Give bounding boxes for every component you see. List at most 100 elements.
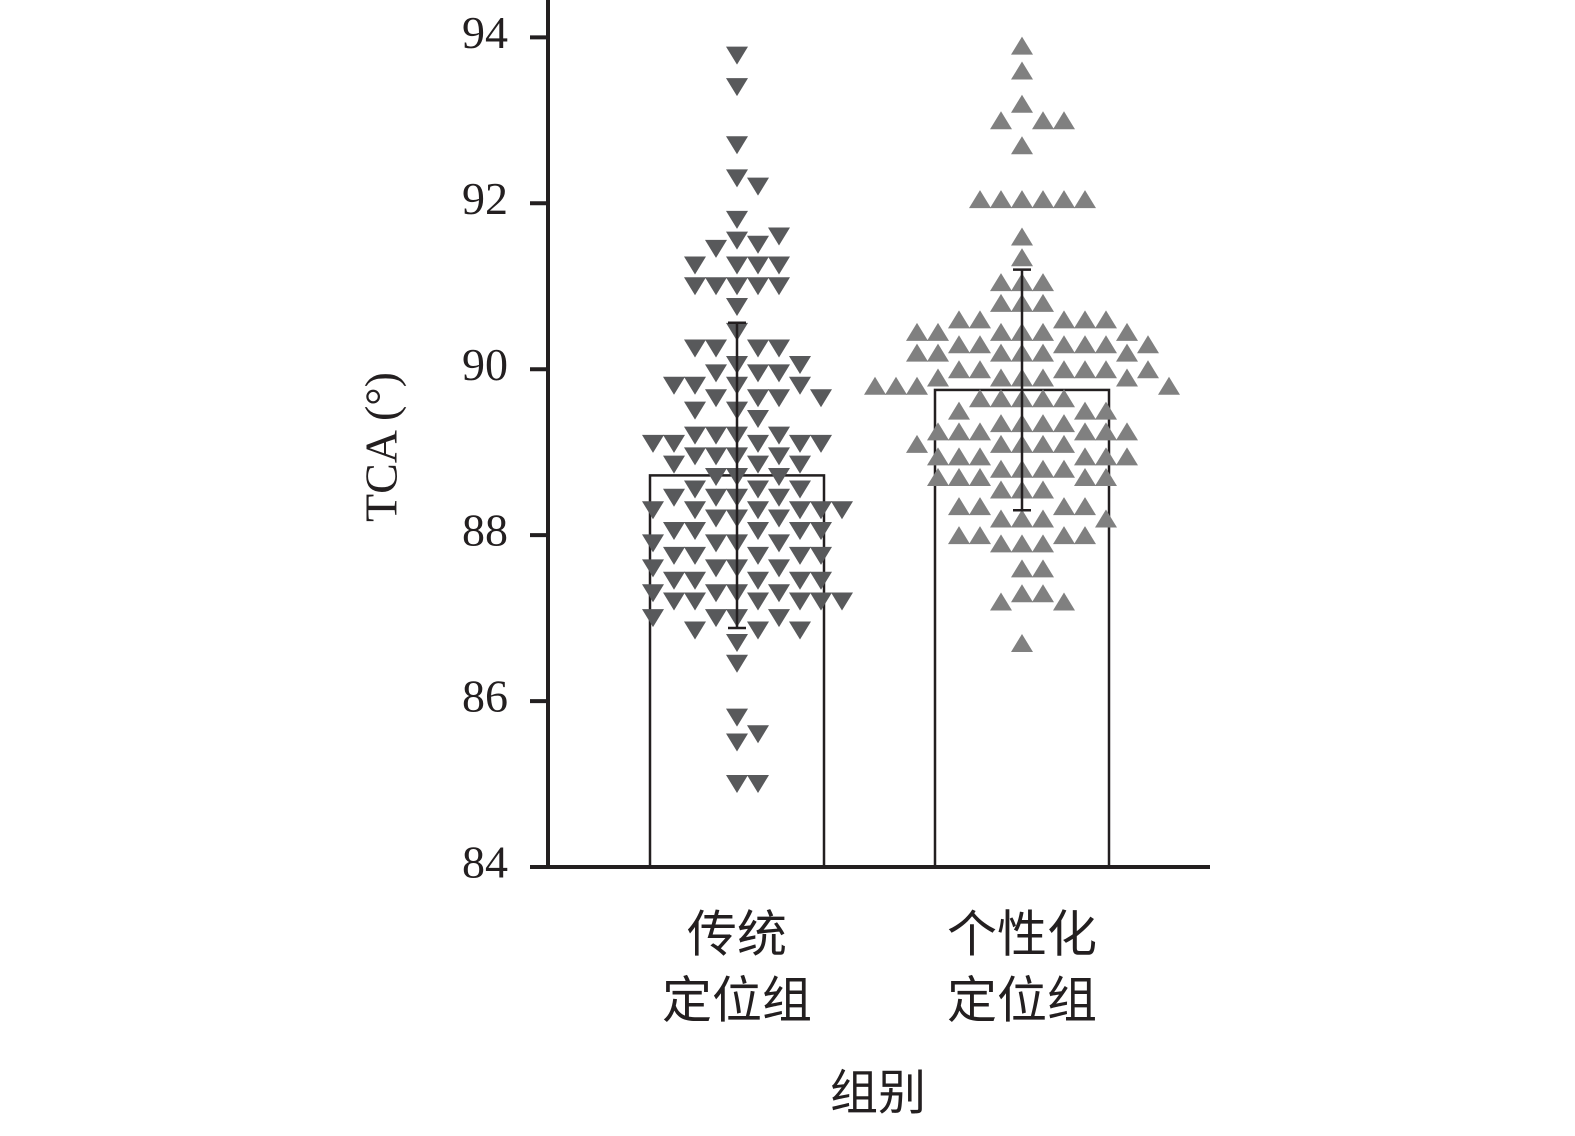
x-tick-label: 传统 bbox=[687, 906, 787, 962]
data-point bbox=[990, 322, 1012, 341]
data-point bbox=[969, 360, 991, 379]
data-point bbox=[747, 455, 769, 474]
data-point bbox=[990, 459, 1012, 478]
data-point bbox=[1053, 414, 1075, 433]
data-point bbox=[747, 434, 769, 453]
data-point bbox=[642, 584, 664, 603]
data-point bbox=[726, 277, 748, 296]
data-point bbox=[705, 277, 727, 296]
data-point bbox=[1011, 190, 1033, 209]
data-point bbox=[948, 401, 970, 420]
data-point bbox=[747, 501, 769, 520]
data-point bbox=[726, 169, 748, 188]
data-point bbox=[1095, 335, 1117, 354]
data-point bbox=[927, 368, 949, 387]
data-point bbox=[642, 534, 664, 553]
data-point bbox=[990, 480, 1012, 499]
data-point bbox=[747, 389, 769, 408]
data-point bbox=[1032, 509, 1054, 528]
data-point bbox=[642, 434, 664, 453]
data-point bbox=[1032, 111, 1054, 130]
data-point bbox=[684, 546, 706, 565]
data-point bbox=[1053, 111, 1075, 130]
data-point bbox=[1095, 447, 1117, 466]
data-point bbox=[684, 277, 706, 296]
data-point bbox=[684, 521, 706, 540]
data-point bbox=[726, 78, 748, 97]
data-point bbox=[948, 468, 970, 487]
data-point bbox=[768, 364, 790, 383]
data-point bbox=[1011, 94, 1033, 113]
data-point bbox=[990, 190, 1012, 209]
data-point bbox=[768, 426, 790, 445]
data-point bbox=[1074, 526, 1096, 545]
data-point bbox=[969, 190, 991, 209]
data-point bbox=[810, 521, 832, 540]
data-point bbox=[810, 571, 832, 590]
data-point bbox=[747, 775, 769, 794]
data-point bbox=[768, 227, 790, 246]
data-point bbox=[906, 322, 928, 341]
data-point bbox=[969, 447, 991, 466]
data-point bbox=[768, 534, 790, 553]
data-point bbox=[1116, 322, 1138, 341]
data-point bbox=[1032, 343, 1054, 362]
data-point bbox=[990, 293, 1012, 312]
data-point bbox=[1095, 468, 1117, 487]
data-point bbox=[1011, 633, 1033, 652]
data-point bbox=[642, 501, 664, 520]
data-point bbox=[747, 409, 769, 428]
data-point bbox=[1032, 322, 1054, 341]
data-point bbox=[726, 46, 748, 65]
data-point bbox=[663, 592, 685, 611]
data-point bbox=[684, 426, 706, 445]
data-point bbox=[705, 389, 727, 408]
data-point bbox=[789, 521, 811, 540]
data-point bbox=[927, 343, 949, 362]
data-point bbox=[948, 526, 970, 545]
data-point bbox=[1053, 592, 1075, 611]
data-point bbox=[663, 376, 685, 395]
data-point bbox=[747, 546, 769, 565]
data-point bbox=[927, 468, 949, 487]
data-point bbox=[684, 376, 706, 395]
data-point bbox=[1053, 190, 1075, 209]
data-point bbox=[705, 364, 727, 383]
data-point bbox=[1116, 422, 1138, 441]
data-point bbox=[948, 422, 970, 441]
data-point bbox=[810, 592, 832, 611]
data-point bbox=[864, 376, 886, 395]
data-point bbox=[1074, 497, 1096, 516]
data-point bbox=[1116, 447, 1138, 466]
data-point bbox=[969, 468, 991, 487]
data-point bbox=[1074, 447, 1096, 466]
data-point bbox=[831, 592, 853, 611]
data-point bbox=[810, 389, 832, 408]
data-point bbox=[663, 488, 685, 507]
data-point bbox=[768, 509, 790, 528]
data-point bbox=[1032, 293, 1054, 312]
y-tick-label: 94 bbox=[462, 7, 508, 58]
data-point bbox=[789, 501, 811, 520]
data-point bbox=[948, 497, 970, 516]
data-point bbox=[726, 256, 748, 275]
data-point bbox=[789, 376, 811, 395]
data-point bbox=[705, 509, 727, 528]
x-axis-label: 组别 bbox=[830, 1067, 926, 1120]
data-point bbox=[768, 277, 790, 296]
data-point bbox=[969, 526, 991, 545]
data-point bbox=[747, 235, 769, 254]
data-point bbox=[969, 422, 991, 441]
data-point bbox=[1095, 310, 1117, 329]
data-point bbox=[684, 571, 706, 590]
data-point bbox=[969, 497, 991, 516]
y-axis-label: TCA (°) bbox=[356, 372, 407, 522]
data-point bbox=[747, 480, 769, 499]
data-point bbox=[684, 592, 706, 611]
data-point bbox=[663, 571, 685, 590]
x-tick-label: 定位组 bbox=[662, 972, 812, 1028]
data-point bbox=[948, 335, 970, 354]
data-point bbox=[1074, 468, 1096, 487]
y-tick-label: 86 bbox=[462, 671, 508, 722]
data-point bbox=[684, 447, 706, 466]
